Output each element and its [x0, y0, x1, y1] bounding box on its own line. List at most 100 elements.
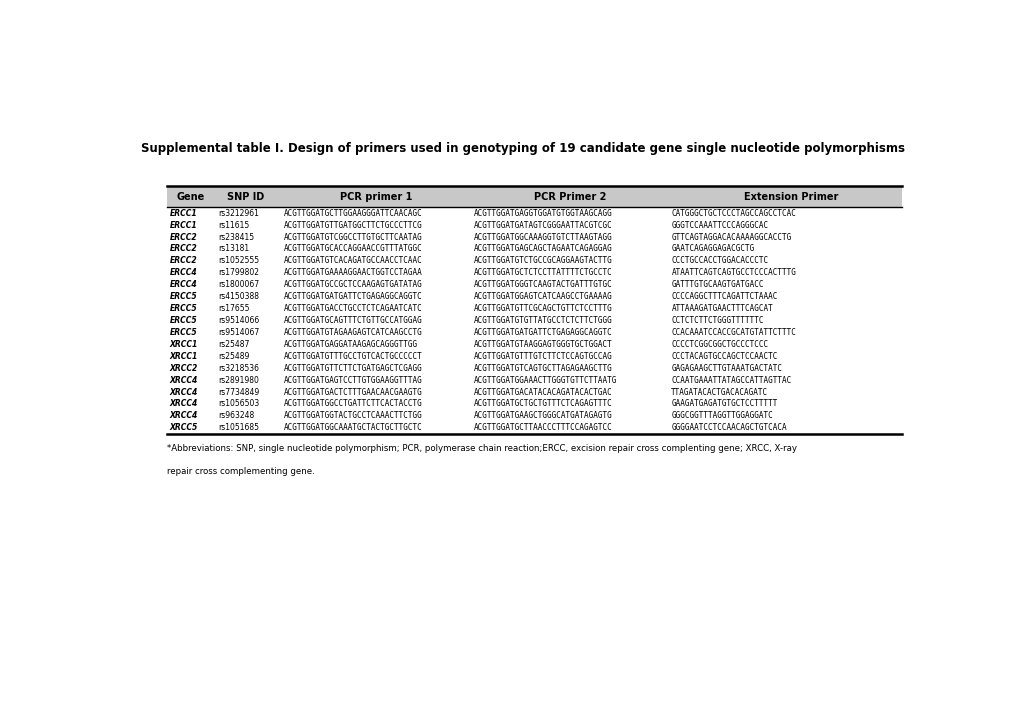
Text: ERCC4: ERCC4 — [169, 269, 197, 277]
Text: ACGTTGGATGGCAAATGCTACTGCTTGCTC: ACGTTGGATGGCAAATGCTACTGCTTGCTC — [283, 423, 422, 432]
Text: GGGGAATCCTCCAACAGCTGTCACA: GGGGAATCCTCCAACAGCTGTCACA — [671, 423, 787, 432]
Text: ACGTTGGATGGAAACTTGGGTGTTCTTAATG: ACGTTGGATGGAAACTTGGGTGTTCTTAATG — [473, 376, 616, 384]
Text: ATAATTCAGTCAGTGCCTCCCACTTTG: ATAATTCAGTCAGTGCCTCCCACTTTG — [671, 269, 796, 277]
Text: GATTTGTGCAAGTGATGACC: GATTTGTGCAAGTGATGACC — [671, 280, 763, 289]
Text: ACGTTGGATGAAGCTGGGCATGATAGAGTG: ACGTTGGATGAAGCTGGGCATGATAGAGTG — [473, 411, 611, 420]
Text: rs9514066: rs9514066 — [218, 316, 260, 325]
Text: XRCC4: XRCC4 — [169, 411, 198, 420]
Text: ERCC5: ERCC5 — [169, 292, 197, 301]
Text: XRCC1: XRCC1 — [169, 340, 198, 348]
Text: rs9514067: rs9514067 — [218, 328, 260, 337]
Text: repair cross complementing gene.: repair cross complementing gene. — [167, 467, 315, 476]
Text: XRCC2: XRCC2 — [169, 364, 198, 373]
Bar — [167, 186, 902, 207]
Text: CCCTACAGTGCCAGCTCCAACTC: CCCTACAGTGCCAGCTCCAACTC — [671, 352, 776, 361]
Text: ACGTTGGATGCTCTCCTTATTTTCTGCCTC: ACGTTGGATGCTCTCCTTATTTTCTGCCTC — [473, 269, 611, 277]
Text: ACGTTGGATGTTGATGGCTTCTGCCCTTCG: ACGTTGGATGTTGATGGCTTCTGCCCTTCG — [283, 220, 422, 230]
Text: ACGTTGGATGTTCTTCTGATGAGCTCGAGG: ACGTTGGATGTTCTTCTGATGAGCTCGAGG — [283, 364, 422, 373]
Text: ACGTTGGATGATAGTCGGGAATTACGTCGC: ACGTTGGATGATAGTCGGGAATTACGTCGC — [473, 220, 611, 230]
Text: CCACAAATCCACCGCATGTATTCTTTC: CCACAAATCCACCGCATGTATTCTTTC — [671, 328, 796, 337]
Text: Supplemental table I. Design of primers used in genotyping of 19 candidate gene : Supplemental table I. Design of primers … — [141, 142, 904, 155]
Text: XRCC4: XRCC4 — [169, 376, 198, 384]
Text: ACGTTGGATGTTTGCCTGTCACTGCCCCCT: ACGTTGGATGTTTGCCTGTCACTGCCCCCT — [283, 352, 422, 361]
Text: ERCC5: ERCC5 — [169, 316, 197, 325]
Text: ACGTTGGATGTCTGCCGCAGGAAGTACTTG: ACGTTGGATGTCTGCCGCAGGAAGTACTTG — [473, 256, 611, 266]
Text: ACGTTGGATGCACCAGGAACCGTTTATGGC: ACGTTGGATGCACCAGGAACCGTTTATGGC — [283, 245, 422, 253]
Text: rs25489: rs25489 — [218, 352, 250, 361]
Text: GGGCGGTTTAGGTTGGAGGATC: GGGCGGTTTAGGTTGGAGGATC — [671, 411, 772, 420]
Text: TTAGATACACTGACACAGATC: TTAGATACACTGACACAGATC — [671, 387, 767, 397]
Text: rs11615: rs11615 — [218, 220, 250, 230]
Text: *Abbreviations: SNP, single nucleotide polymorphism; PCR, polymerase chain react: *Abbreviations: SNP, single nucleotide p… — [167, 444, 796, 453]
Text: ACGTTGGATGGGTCAAGTACTGATTTGTGC: ACGTTGGATGGGTCAAGTACTGATTTGTGC — [473, 280, 611, 289]
Text: ACGTTGGATGTCAGTGCTTAGAGAAGCTTG: ACGTTGGATGTCAGTGCTTAGAGAAGCTTG — [473, 364, 611, 373]
Text: rs4150388: rs4150388 — [218, 292, 259, 301]
Text: ACGTTGGATGGCAAAGGTGTCTTAAGTAGG: ACGTTGGATGGCAAAGGTGTCTTAAGTAGG — [473, 233, 611, 241]
Text: ACGTTGGATGATGATTCTGAGAGGCAGGTC: ACGTTGGATGATGATTCTGAGAGGCAGGTC — [473, 328, 611, 337]
Text: ACGTTGGATGACCTGCCTCTCAGAATCATC: ACGTTGGATGACCTGCCTCTCAGAATCATC — [283, 304, 422, 313]
Text: ERCC1: ERCC1 — [169, 220, 197, 230]
Text: GAGAGAAGCTTGTAAATGACTATC: GAGAGAAGCTTGTAAATGACTATC — [671, 364, 782, 373]
Text: rs7734849: rs7734849 — [218, 387, 260, 397]
Text: rs1051685: rs1051685 — [218, 423, 259, 432]
Text: ACGTTGGATGAGGATAAGAGCAGGGTTGG: ACGTTGGATGAGGATAAGAGCAGGGTTGG — [283, 340, 418, 348]
Text: CCCTGCCACCTGGACACCCTC: CCCTGCCACCTGGACACCCTC — [671, 256, 767, 266]
Text: rs238415: rs238415 — [218, 233, 255, 241]
Text: ATTAAAGATGAACTTTCAGCAT: ATTAAAGATGAACTTTCAGCAT — [671, 304, 772, 313]
Text: GAATCAGAGGAGACGCTG: GAATCAGAGGAGACGCTG — [671, 245, 754, 253]
Text: rs963248: rs963248 — [218, 411, 255, 420]
Text: ERCC1: ERCC1 — [169, 209, 197, 217]
Text: ERCC2: ERCC2 — [169, 256, 197, 266]
Text: CCTCTCTTCTGGGTTTTTTC: CCTCTCTTCTGGGTTTTTTC — [671, 316, 763, 325]
Text: ERCC5: ERCC5 — [169, 304, 197, 313]
Text: XRCC1: XRCC1 — [169, 352, 198, 361]
Text: ACGTTGGATGAGCAGCTAGAATCAGAGGAG: ACGTTGGATGAGCAGCTAGAATCAGAGGAG — [473, 245, 611, 253]
Text: ERCC2: ERCC2 — [169, 233, 197, 241]
Text: GTTCAGTAGGACACAAAAGGCACCTG: GTTCAGTAGGACACAAAAGGCACCTG — [671, 233, 791, 241]
Text: XRCC4: XRCC4 — [169, 387, 198, 397]
Text: GAAGATGAGATGTGCTCCTTTTT: GAAGATGAGATGTGCTCCTTTTT — [671, 400, 776, 408]
Text: ACGTTGGATGAGTCCTTGTGGAAGGTTTAG: ACGTTGGATGAGTCCTTGTGGAAGGTTTAG — [283, 376, 422, 384]
Text: GGGTCCAAATTCCCAGGGCAC: GGGTCCAAATTCCCAGGGCAC — [671, 220, 767, 230]
Text: ACGTTGGATGAAAAGGAACTGGTCCTAGAA: ACGTTGGATGAAAAGGAACTGGTCCTAGAA — [283, 269, 422, 277]
Text: ACGTTGGATGGCCTGATTCTTCACTACCTG: ACGTTGGATGGCCTGATTCTTCACTACCTG — [283, 400, 422, 408]
Text: ACGTTGGATGTTCGCAGCTGTTCTCCTTTG: ACGTTGGATGTTCGCAGCTGTTCTCCTTTG — [473, 304, 611, 313]
Text: PCR primer 1: PCR primer 1 — [340, 192, 413, 202]
Text: ACGTTGGATGTAGAAGAGTCATCAAGCCTG: ACGTTGGATGTAGAAGAGTCATCAAGCCTG — [283, 328, 422, 337]
Text: ACGTTGGATGCTTGGAAGGGATTCAACAGC: ACGTTGGATGCTTGGAAGGGATTCAACAGC — [283, 209, 422, 217]
Text: XRCC4: XRCC4 — [169, 400, 198, 408]
Text: rs3212961: rs3212961 — [218, 209, 259, 217]
Text: ACGTTGGATGTCACAGATGCCAACCTCAAC: ACGTTGGATGTCACAGATGCCAACCTCAAC — [283, 256, 422, 266]
Text: rs3218536: rs3218536 — [218, 364, 259, 373]
Text: ACGTTGGATGATGATTCTGAGAGGCAGGTC: ACGTTGGATGATGATTCTGAGAGGCAGGTC — [283, 292, 422, 301]
Text: SNP ID: SNP ID — [227, 192, 265, 202]
Text: ERCC2: ERCC2 — [169, 245, 197, 253]
Text: ACGTTGGATGGTACTGCCTCAAACTTCTGG: ACGTTGGATGGTACTGCCTCAAACTTCTGG — [283, 411, 422, 420]
Text: ACGTTGGATGCTGCTGTTTCTCAGAGTTTC: ACGTTGGATGCTGCTGTTTCTCAGAGTTTC — [473, 400, 611, 408]
Text: ACGTTGGATGCAGTTTCTGTTGCCATGGAG: ACGTTGGATGCAGTTTCTGTTGCCATGGAG — [283, 316, 422, 325]
Text: rs13181: rs13181 — [218, 245, 250, 253]
Text: Gene: Gene — [176, 192, 205, 202]
Text: ACGTTGGATGTGTTATGCCTCTCTTCTGGG: ACGTTGGATGTGTTATGCCTCTCTTCTGGG — [473, 316, 611, 325]
Text: ACGTTGGATGAGGTGGATGTGGTAAGCAGG: ACGTTGGATGAGGTGGATGTGGTAAGCAGG — [473, 209, 611, 217]
Text: ACGTTGGATGGAGTCATCAAGCCTGAAAAG: ACGTTGGATGGAGTCATCAAGCCTGAAAAG — [473, 292, 611, 301]
Text: ACGTTGGATGCCGCTCCAAGAGTGATATAG: ACGTTGGATGCCGCTCCAAGAGTGATATAG — [283, 280, 422, 289]
Text: CCCCAGGCTTTCAGATTCTAAAC: CCCCAGGCTTTCAGATTCTAAAC — [671, 292, 776, 301]
Text: ERCC4: ERCC4 — [169, 280, 197, 289]
Text: PCR Primer 2: PCR Primer 2 — [534, 192, 605, 202]
Text: ACGTTGGATGCTTAACCCTTTCCAGAGTCC: ACGTTGGATGCTTAACCCTTTCCAGAGTCC — [473, 423, 611, 432]
Text: ERCC5: ERCC5 — [169, 328, 197, 337]
Text: rs1800067: rs1800067 — [218, 280, 259, 289]
Text: ACGTTGGATGACATACACAGATACACTGAC: ACGTTGGATGACATACACAGATACACTGAC — [473, 387, 611, 397]
Text: CCAATGAAATTATAGCCATTAGTTAC: CCAATGAAATTATAGCCATTAGTTAC — [671, 376, 791, 384]
Text: rs2891980: rs2891980 — [218, 376, 259, 384]
Text: rs17655: rs17655 — [218, 304, 250, 313]
Text: XRCC5: XRCC5 — [169, 423, 198, 432]
Text: Extension Primer: Extension Primer — [744, 192, 838, 202]
Text: rs1799802: rs1799802 — [218, 269, 259, 277]
Text: ACGTTGGATGTTTGTCTTCTCCAGTGCCAG: ACGTTGGATGTTTGTCTTCTCCAGTGCCAG — [473, 352, 611, 361]
Text: rs25487: rs25487 — [218, 340, 250, 348]
Text: CATGGGCTGCTCCCTAGCCAGCCTCAC: CATGGGCTGCTCCCTAGCCAGCCTCAC — [671, 209, 796, 217]
Text: ACGTTGGATGTCGGCCTTGTGCTTCAATAG: ACGTTGGATGTCGGCCTTGTGCTTCAATAG — [283, 233, 422, 241]
Text: rs1052555: rs1052555 — [218, 256, 259, 266]
